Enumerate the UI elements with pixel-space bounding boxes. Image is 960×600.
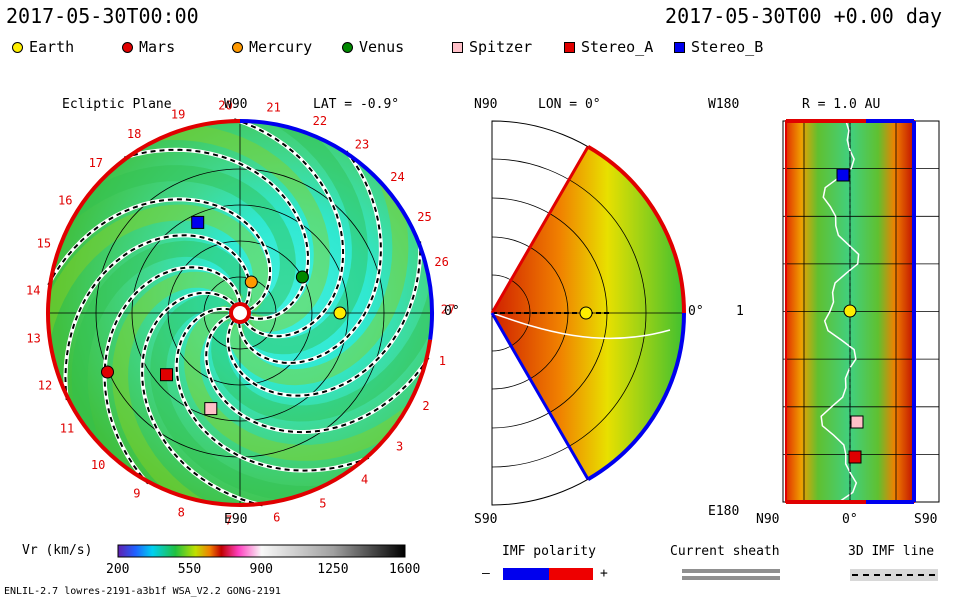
sector-number-16: 16 [58,193,72,207]
meridional-lon-label: LON = 0° [538,97,601,112]
sector-number-11: 11 [60,421,74,435]
imf-line-label: 3D IMF line [848,544,935,559]
sector-number-13: 13 [26,332,40,346]
legend-marker-earth [12,42,23,53]
longitude-panel [782,119,940,504]
meridional-polarity-rim [490,144,686,482]
sector-number-21: 21 [266,101,280,115]
sector-number-2: 2 [422,399,429,413]
longitude-body-spitzer [850,415,864,429]
colorbar-tick-200: 200 [106,562,130,577]
longitude-body-earth [843,304,857,318]
ecliptic-body-stereo_a [160,368,173,382]
sector-number-19: 19 [171,107,185,121]
sector-number-10: 10 [91,458,105,472]
sector-number-6: 6 [273,511,280,525]
sector-number-12: 12 [38,379,52,393]
ecliptic-body-mars [101,365,114,379]
run-timestamp: 2017-05-30T00:00 [6,4,199,28]
colorbar-tick-550: 550 [177,562,202,577]
imf-line-key [850,569,938,581]
legend-label-spitzer: Spitzer [469,38,533,56]
colorbar-label: Vr (km/s) [22,543,93,558]
sector-number-22: 22 [313,114,327,128]
sector-number-18: 18 [127,127,141,141]
longitude-body-stereo_b [836,168,850,182]
ecliptic-top-label: W90 [224,97,248,112]
legend-label-stereo_a: Stereo_A [581,38,654,56]
legend-marker-spitzer [452,42,463,53]
sector-number-17: 17 [89,156,103,170]
sector-number-25: 25 [417,210,431,224]
sector-number-5: 5 [319,497,326,511]
model-info: ENLIL-2.7 lowres-2191-a3b1f WSA_V2.2 GON… [4,586,281,597]
vr-colorbar [117,544,406,558]
longitude-top-label: W180 [708,97,740,112]
ecliptic-lat-label: LAT = -0.9° [313,97,400,112]
sector-number-15: 15 [37,237,51,251]
ecliptic-title: Ecliptic Plane [62,97,172,112]
legend-marker-mercury [232,42,243,53]
longitude-x-label-n90: N90 [756,512,780,527]
sector-number-24: 24 [390,170,404,184]
sector-number-3: 3 [396,439,403,453]
ecliptic-bottom-label: E90 [224,512,248,527]
ecliptic-imf-lines [46,117,431,508]
ecliptic-body-earth [333,306,347,320]
longitude-center-label: 1 [736,304,744,319]
imf-polarity-label: IMF polarity [502,544,596,559]
sector-number-1: 1 [439,354,446,368]
imf-plus: + [600,566,608,581]
ecliptic-body-venus [295,270,309,284]
ecliptic-speed-bands [48,121,432,505]
sector-number-4: 4 [361,473,368,487]
legend-label-mercury: Mercury [249,38,313,56]
sun-marker [229,302,251,324]
frame-timestamp: 2017-05-30T00 +0.00 day [665,4,942,28]
longitude-radius-label: R = 1.0 AU [802,97,881,112]
colorbar-tick-1250: 1250 [317,562,349,577]
imf-polarity-key [503,568,593,580]
longitude-x-label-zero: 0° [842,512,858,527]
meridional-top-label: N90 [474,97,498,112]
imf-minus: – [482,566,490,581]
ecliptic-polarity-rim [46,119,434,507]
ecliptic-body-stereo_b [191,215,205,229]
current-sheath-label: Current sheath [670,544,780,559]
longitude-body-stereo_a [848,450,862,464]
legend-label-venus: Venus [359,38,405,56]
meridional-panel [490,120,686,506]
legend-label-stereo_b: Stereo_B [691,38,764,56]
colorbar-tick-1600: 1600 [389,562,421,577]
sector-number-27: 27 [441,303,455,317]
ecliptic-right-label: 0° [444,304,460,319]
legend-marker-stereo_a [564,42,575,53]
sector-number-14: 14 [26,284,40,298]
colorbar-tick-900: 900 [249,562,273,577]
sector-number-23: 23 [355,138,369,152]
longitude-grid [783,120,939,503]
sector-number-7: 7 [225,514,232,528]
sector-number-8: 8 [178,506,185,520]
meridional-right-label: 0° [688,304,704,319]
legend-marker-venus [342,42,353,53]
legend-marker-mars [122,42,133,53]
meridional-body-earth [579,306,593,320]
sector-number-20: 20 [218,99,232,113]
ecliptic-body-mercury [244,275,258,289]
sector-number-9: 9 [133,487,140,501]
longitude-x-label-s90: S90 [914,512,938,527]
legend-label-mars: Mars [139,38,176,56]
meridional-bottom-label: S90 [474,512,498,527]
sector-number-26: 26 [434,255,448,269]
legend-label-earth: Earth [29,38,75,56]
current-sheath-key [682,569,780,580]
legend-marker-stereo_b [674,42,685,53]
longitude-bottom-label: E180 [708,504,740,519]
ecliptic-body-spitzer [204,402,218,416]
meridional-rings [491,158,684,468]
